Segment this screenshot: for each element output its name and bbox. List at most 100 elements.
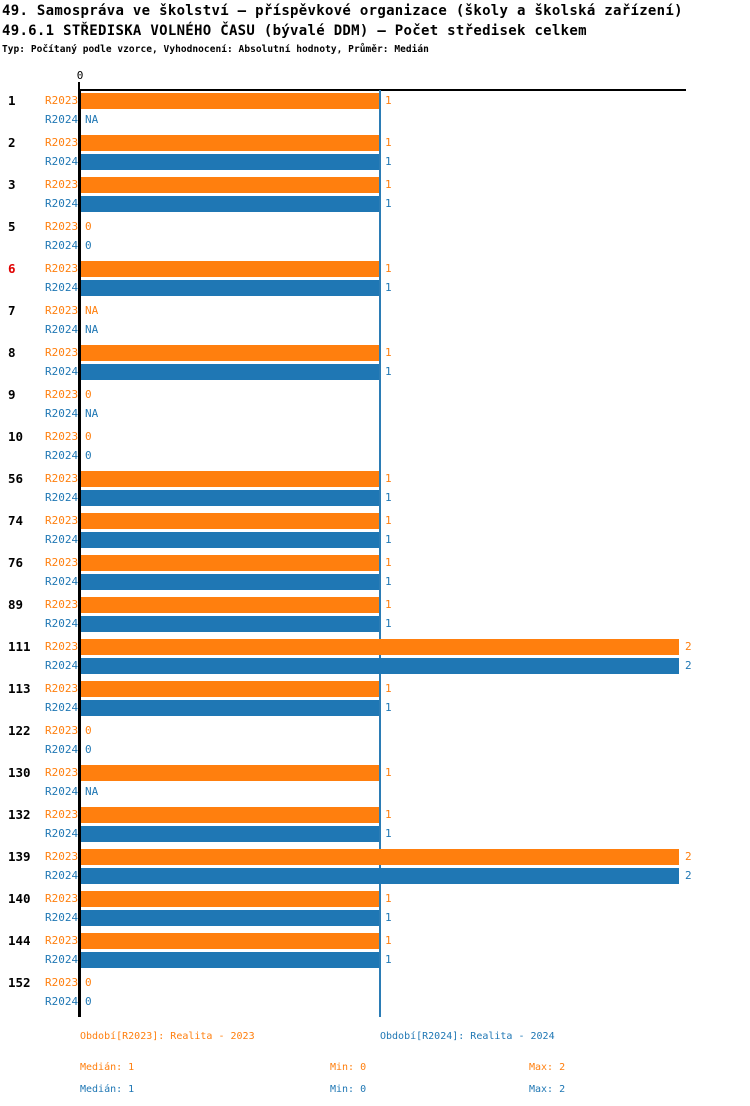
series-label: R2023 [45,766,79,779]
value-label: 0 [85,239,92,252]
bar [81,513,379,529]
value-label: 1 [385,136,392,149]
value-label: 1 [385,472,392,485]
value-label: 2 [685,640,692,653]
series-label: R2023 [45,682,79,695]
series-label: R2024 [45,995,79,1008]
value-label: 1 [385,766,392,779]
value-label: 0 [85,430,92,443]
series-label: R2024 [45,239,79,252]
value-label: 1 [385,953,392,966]
bar [81,261,379,277]
series-label: R2023 [45,430,79,443]
entity-label: 9 [8,387,16,402]
value-label: 1 [385,197,392,210]
value-label: 1 [385,533,392,546]
value-label: 0 [85,388,92,401]
series-label: R2024 [45,533,79,546]
bar [81,616,379,632]
bar [81,490,379,506]
bar [81,135,379,151]
entity-label: 6 [8,261,16,276]
value-label: 0 [85,976,92,989]
value-label: 1 [385,262,392,275]
value-label: 0 [85,220,92,233]
series-label: R2024 [45,407,79,420]
stat-min-r2023: Min: 0 [330,1062,367,1073]
bar [81,93,379,109]
series-label: R2023 [45,598,79,611]
entity-label: 76 [8,555,24,570]
value-label: NA [85,323,99,336]
value-label: 1 [385,808,392,821]
bar [81,765,379,781]
value-label: 1 [385,155,392,168]
entity-label: 1 [8,93,16,108]
value-label: 1 [385,575,392,588]
x-axis-line [78,89,686,91]
entity-label: 5 [8,219,16,234]
bar [81,681,379,697]
value-label: 1 [385,556,392,569]
entity-label: 74 [8,513,24,528]
bar [81,849,679,865]
series-label: R2023 [45,346,79,359]
series-label: R2023 [45,808,79,821]
x-axis-zero-label: 0 [76,69,84,82]
series-label: R2024 [45,911,79,924]
bar [81,555,379,571]
series-label: R2023 [45,94,79,107]
series-label: R2024 [45,827,79,840]
entity-label: 56 [8,471,24,486]
entity-label: 2 [8,135,16,150]
series-label: R2024 [45,197,79,210]
bar [81,154,379,170]
entity-label: 113 [8,681,31,696]
value-label: 1 [385,682,392,695]
value-label: 1 [385,827,392,840]
bar [81,700,379,716]
entity-label: 130 [8,765,31,780]
entity-label: 152 [8,975,31,990]
bar [81,574,379,590]
bar [81,639,679,655]
series-label: R2023 [45,514,79,527]
stat-median-r2023: Medián: 1 [80,1062,135,1073]
bar [81,952,379,968]
bar [81,177,379,193]
value-label: 1 [385,911,392,924]
series-label: R2024 [45,659,79,672]
value-label: 1 [385,598,392,611]
entity-label: 10 [8,429,24,444]
series-label: R2023 [45,220,79,233]
value-label: NA [85,407,99,420]
value-label: 1 [385,281,392,294]
chart-subtitle: Typ: Počítaný podle vzorce, Vyhodnocení:… [2,44,429,55]
series-label: R2023 [45,262,79,275]
bar [81,910,379,926]
bar [81,345,379,361]
chart-title: 49.6.1 STŘEDISKA VOLNÉHO ČASU (bývalé DD… [2,23,587,39]
entity-label: 7 [8,303,16,318]
bar [81,826,379,842]
value-label: 0 [85,995,92,1008]
value-label: 1 [385,178,392,191]
series-label: R2023 [45,724,79,737]
median-reference-line [379,90,381,1017]
value-label: 1 [385,94,392,107]
bar [81,597,379,613]
legend-r2023: Období[R2023]: Realita - 2023 [80,1031,255,1042]
y-axis-line [78,89,81,1017]
series-label: R2023 [45,178,79,191]
bar [81,471,379,487]
value-label: 2 [685,659,692,672]
stat-max-r2023: Max: 2 [529,1062,566,1073]
series-label: R2023 [45,388,79,401]
value-label: 0 [85,724,92,737]
series-label: R2023 [45,892,79,905]
bar [81,280,379,296]
series-label: R2024 [45,617,79,630]
series-label: R2024 [45,449,79,462]
value-label: 0 [85,449,92,462]
